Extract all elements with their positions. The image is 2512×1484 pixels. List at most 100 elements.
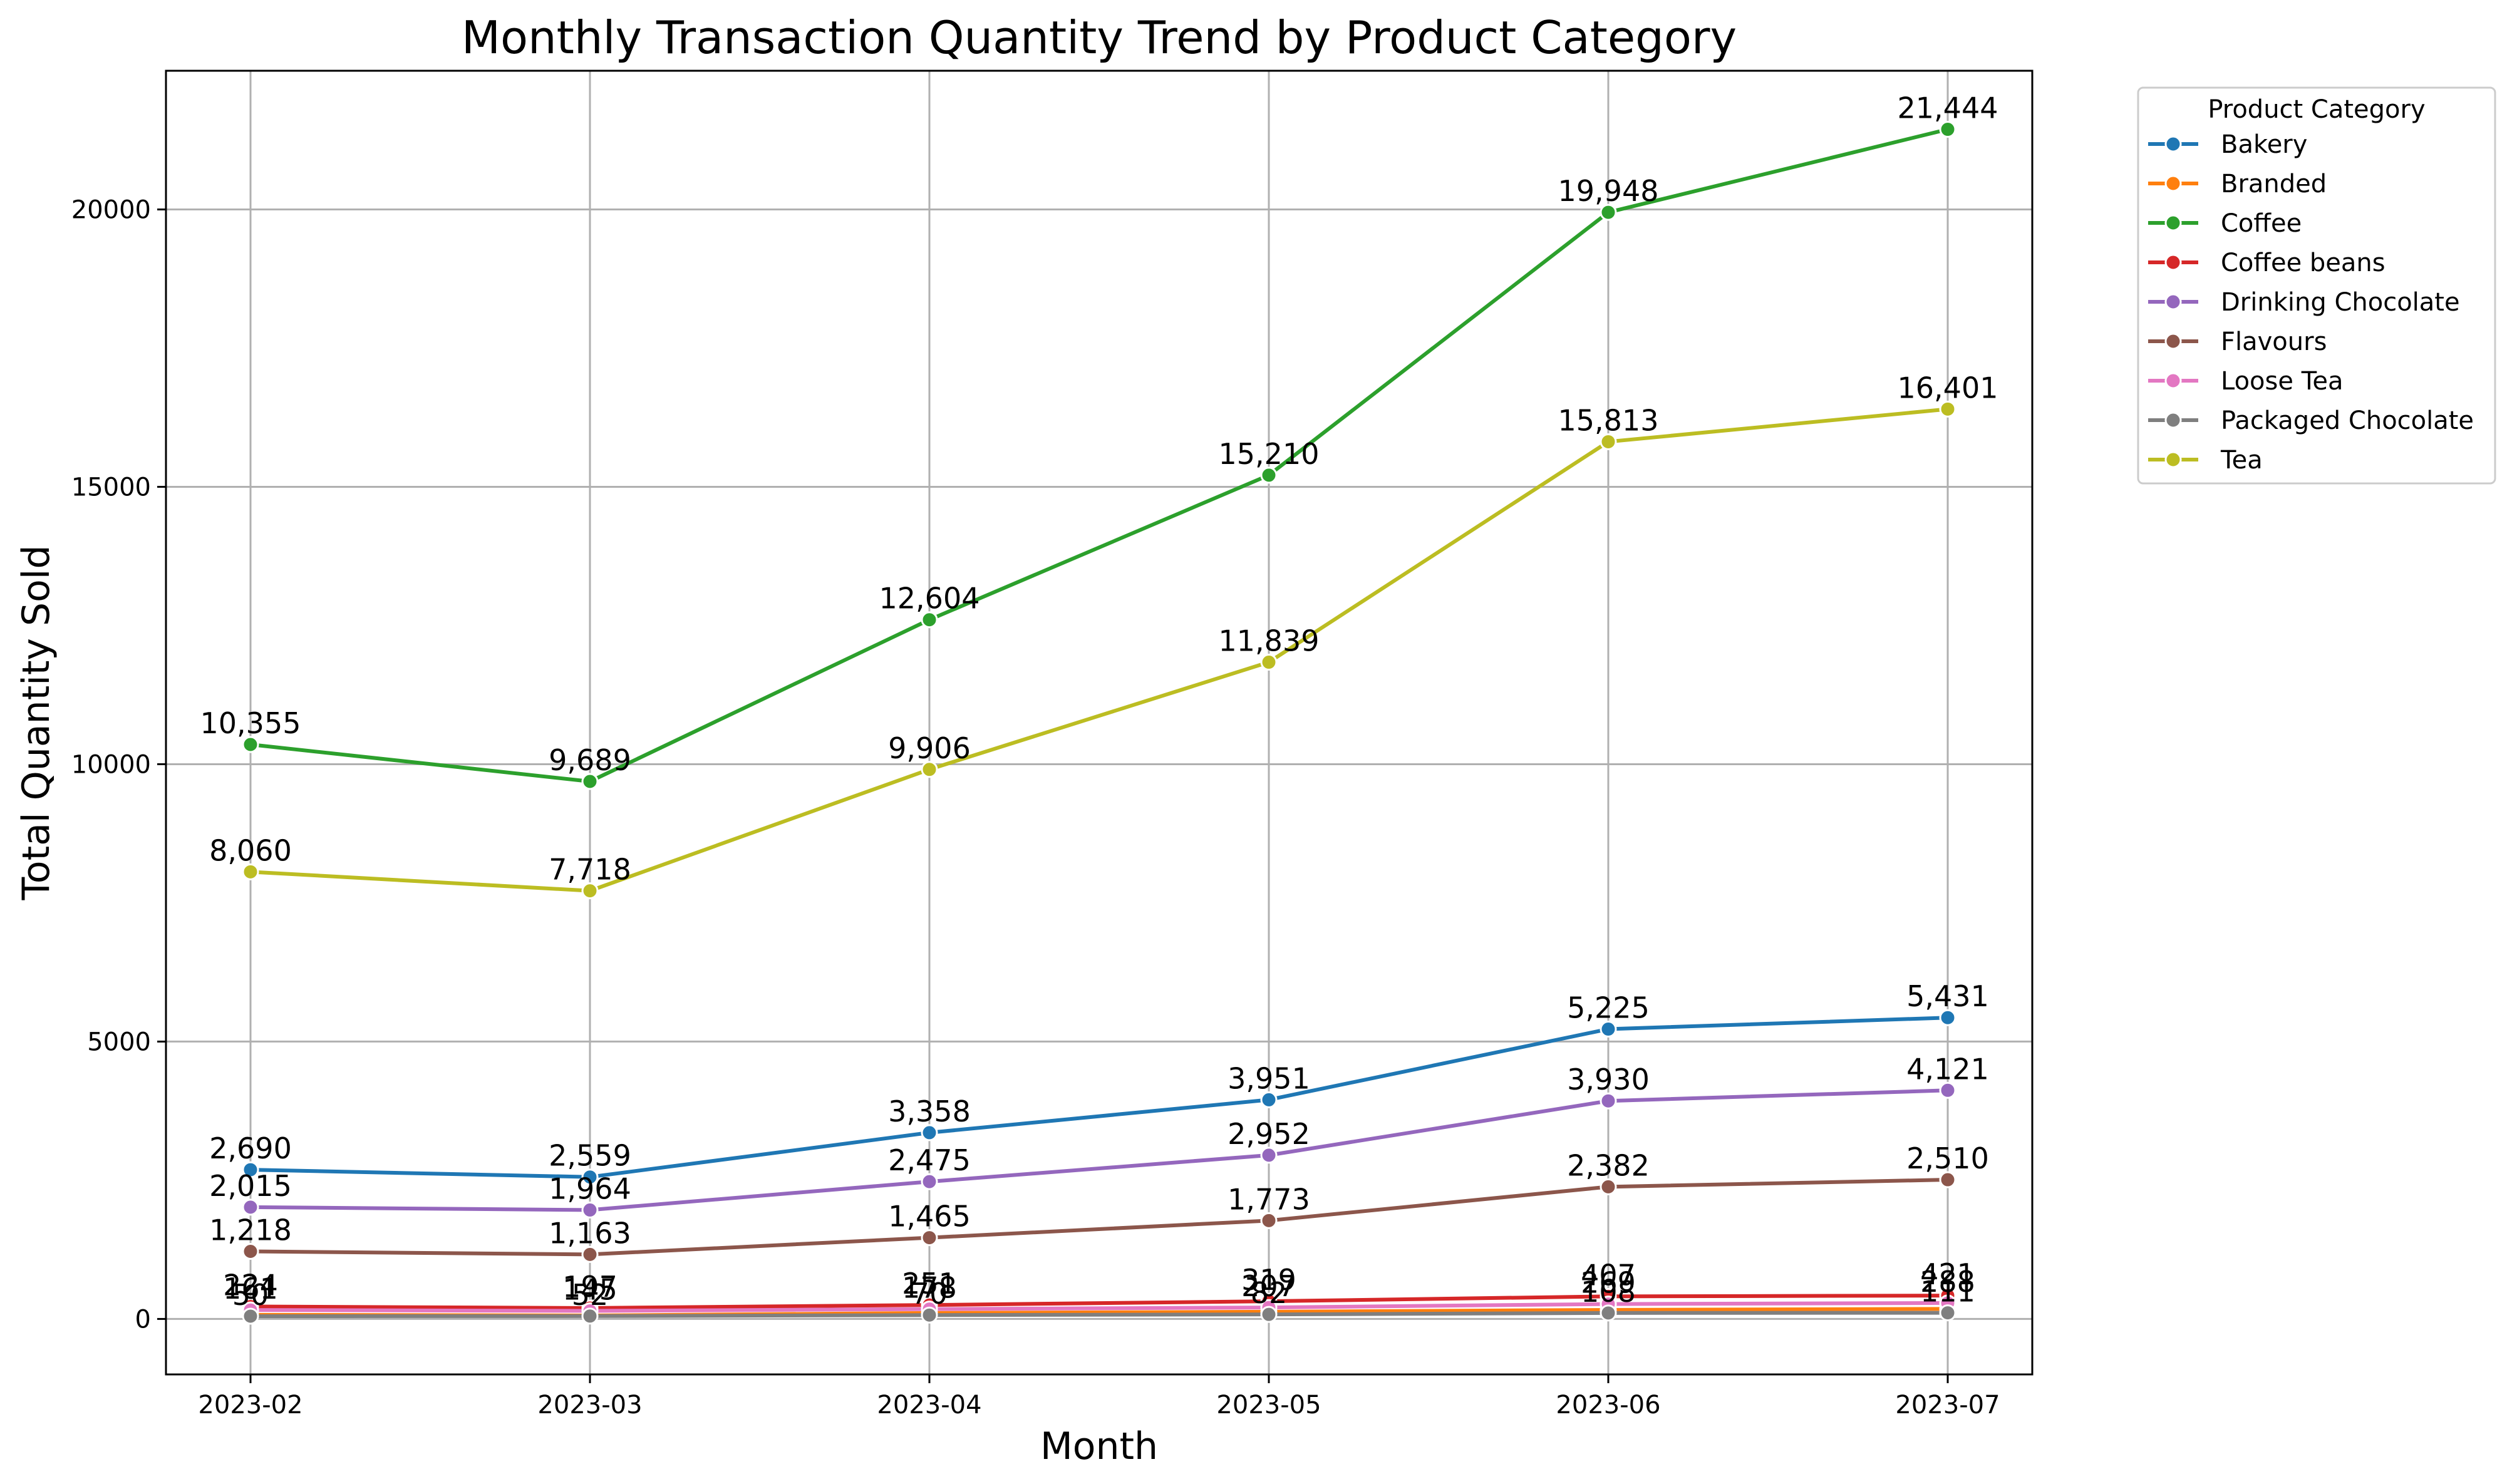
x-tick-label: 2023-04 bbox=[877, 1391, 981, 1420]
legend-item-coffee: Coffee bbox=[2148, 209, 2302, 238]
data-point-flavours bbox=[1260, 1212, 1278, 1229]
data-label-packaged-chocolate: 50 bbox=[232, 1278, 269, 1312]
data-label-coffee-beans: 197 bbox=[562, 1270, 618, 1304]
data-label-drinking-chocolate: 3,930 bbox=[1567, 1063, 1650, 1096]
x-tick-label: 2023-06 bbox=[1556, 1391, 1660, 1420]
legend-title: Product Category bbox=[2208, 95, 2425, 124]
data-point-tea bbox=[1600, 433, 1617, 450]
x-tick-label: 2023-05 bbox=[1216, 1391, 1321, 1420]
series-line-coffee bbox=[250, 127, 1948, 784]
legend-label: Packaged Chocolate bbox=[2221, 406, 2474, 435]
chart-title: Monthly Transaction Quantity Trend by Pr… bbox=[462, 11, 1737, 64]
data-point-flavours bbox=[1600, 1178, 1617, 1195]
data-label-drinking-chocolate: 2,952 bbox=[1228, 1117, 1310, 1151]
data-label-bakery: 5,431 bbox=[1906, 979, 1989, 1013]
x-tick-label: 2023-03 bbox=[537, 1391, 642, 1420]
data-point-bakery bbox=[581, 1168, 599, 1186]
data-point-drinking-chocolate bbox=[242, 1198, 259, 1216]
data-point-packaged-chocolate bbox=[242, 1307, 259, 1325]
series-packaged-chocolate bbox=[242, 1304, 1956, 1325]
legend-label: Coffee bbox=[2221, 209, 2302, 238]
legend-marker bbox=[2164, 332, 2182, 350]
legend-item-tea: Tea bbox=[2148, 446, 2263, 475]
data-label-tea: 11,839 bbox=[1219, 624, 1320, 658]
data-label-coffee: 21,444 bbox=[1898, 91, 1998, 125]
data-label-bakery: 2,559 bbox=[549, 1139, 631, 1173]
data-point-flavours bbox=[1939, 1171, 1956, 1188]
y-tick-label: 15000 bbox=[71, 473, 151, 502]
data-label-loose-tea: 207 bbox=[1241, 1269, 1296, 1303]
legend-marker bbox=[2164, 135, 2182, 153]
data-label-coffee-beans: 421 bbox=[1920, 1257, 1975, 1291]
data-point-packaged-chocolate bbox=[581, 1307, 599, 1325]
series-line-flavours bbox=[250, 1178, 1948, 1257]
data-point-coffee bbox=[242, 736, 259, 753]
legend-label: Drinking Chocolate bbox=[2221, 288, 2460, 317]
data-label-packaged-chocolate: 108 bbox=[1581, 1275, 1636, 1309]
series-tea bbox=[242, 400, 1956, 900]
data-point-packaged-chocolate bbox=[1600, 1304, 1617, 1322]
data-point-coffee bbox=[1600, 204, 1617, 221]
data-label-packaged-chocolate: 111 bbox=[1920, 1275, 1975, 1309]
data-point-tea bbox=[242, 863, 259, 880]
data-point-drinking-chocolate bbox=[1600, 1092, 1617, 1110]
data-point-drinking-chocolate bbox=[1939, 1081, 1956, 1099]
data-label-coffee-beans: 407 bbox=[1581, 1258, 1636, 1292]
data-label-tea: 7,718 bbox=[549, 853, 631, 887]
data-label-loose-tea: 269 bbox=[1581, 1266, 1636, 1300]
y-tick-label: 5000 bbox=[87, 1028, 151, 1056]
data-point-bakery bbox=[1260, 1091, 1278, 1108]
data-label-coffee-beans: 251 bbox=[902, 1267, 957, 1301]
data-label-drinking-chocolate: 1,964 bbox=[549, 1172, 631, 1205]
legend-item-flavours: Flavours bbox=[2148, 327, 2327, 356]
data-label-bakery: 3,951 bbox=[1228, 1061, 1310, 1095]
data-point-packaged-chocolate bbox=[1939, 1304, 1956, 1322]
y-tick-label: 0 bbox=[135, 1305, 151, 1334]
legend-label: Tea bbox=[2220, 446, 2263, 475]
plot-frame bbox=[165, 70, 2034, 1376]
axes: 2023-02 2023-03 2023-04 2023-05 2023-06 2023-… bbox=[71, 195, 2000, 1420]
data-label-layer: 2,690 2,559 3,358 3,951 5,225 5,431 10,355 9,68… bbox=[200, 91, 1998, 1312]
data-label-coffee-beans: 319 bbox=[1241, 1263, 1296, 1297]
data-label-flavours: 2,382 bbox=[1567, 1148, 1650, 1182]
data-point-coffee bbox=[581, 773, 599, 790]
data-label-drinking-chocolate: 2,475 bbox=[888, 1143, 971, 1177]
data-label-tea: 15,813 bbox=[1558, 403, 1659, 437]
data-label-tea: 9,906 bbox=[888, 731, 971, 765]
data-point-coffee bbox=[1260, 466, 1278, 484]
data-label-tea: 8,060 bbox=[209, 833, 292, 867]
legend-label: Branded bbox=[2221, 170, 2327, 198]
data-label-packaged-chocolate: 52 bbox=[572, 1278, 609, 1312]
data-label-coffee: 19,948 bbox=[1558, 174, 1659, 208]
data-point-drinking-chocolate bbox=[1260, 1146, 1278, 1164]
legend-marker bbox=[2164, 175, 2182, 192]
legend-items: Bakery Branded Coffee Coffee beans Drinking … bbox=[2148, 130, 2474, 475]
series-line-packaged-chocolate bbox=[250, 1311, 1948, 1318]
series-drinking-chocolate bbox=[242, 1081, 1956, 1219]
data-label-coffee: 9,689 bbox=[549, 743, 631, 777]
data-label-flavours: 2,510 bbox=[1906, 1141, 1989, 1175]
data-point-bakery bbox=[242, 1161, 259, 1178]
legend-item-drinking-chocolate: Drinking Chocolate bbox=[2148, 288, 2460, 317]
data-point-tea bbox=[1939, 400, 1956, 418]
legend-item-branded: Branded bbox=[2148, 170, 2327, 198]
legend-item-loose-tea: Loose Tea bbox=[2148, 367, 2343, 396]
data-point-packaged-chocolate bbox=[921, 1306, 938, 1324]
grid-lines bbox=[166, 71, 2032, 1374]
legend-label: Coffee beans bbox=[2221, 249, 2385, 277]
data-label-packaged-chocolate: 70 bbox=[911, 1277, 948, 1311]
data-label-flavours: 1,218 bbox=[209, 1213, 292, 1247]
y-axis-label: Total Quantity Sold bbox=[14, 545, 58, 900]
data-point-tea bbox=[921, 761, 938, 778]
series-line-bakery bbox=[250, 1016, 1948, 1179]
data-label-coffee-beans: 224 bbox=[223, 1269, 278, 1302]
data-point-bakery bbox=[1600, 1020, 1617, 1038]
data-point-flavours bbox=[581, 1245, 599, 1263]
series-line-drinking-chocolate bbox=[250, 1088, 1948, 1212]
legend-marker bbox=[2164, 214, 2182, 232]
series-line-loose-tea bbox=[250, 1301, 1948, 1313]
data-label-flavours: 1,163 bbox=[549, 1216, 631, 1250]
legend-item-coffee-beans: Coffee beans bbox=[2148, 249, 2385, 277]
legend-label: Bakery bbox=[2221, 130, 2307, 159]
